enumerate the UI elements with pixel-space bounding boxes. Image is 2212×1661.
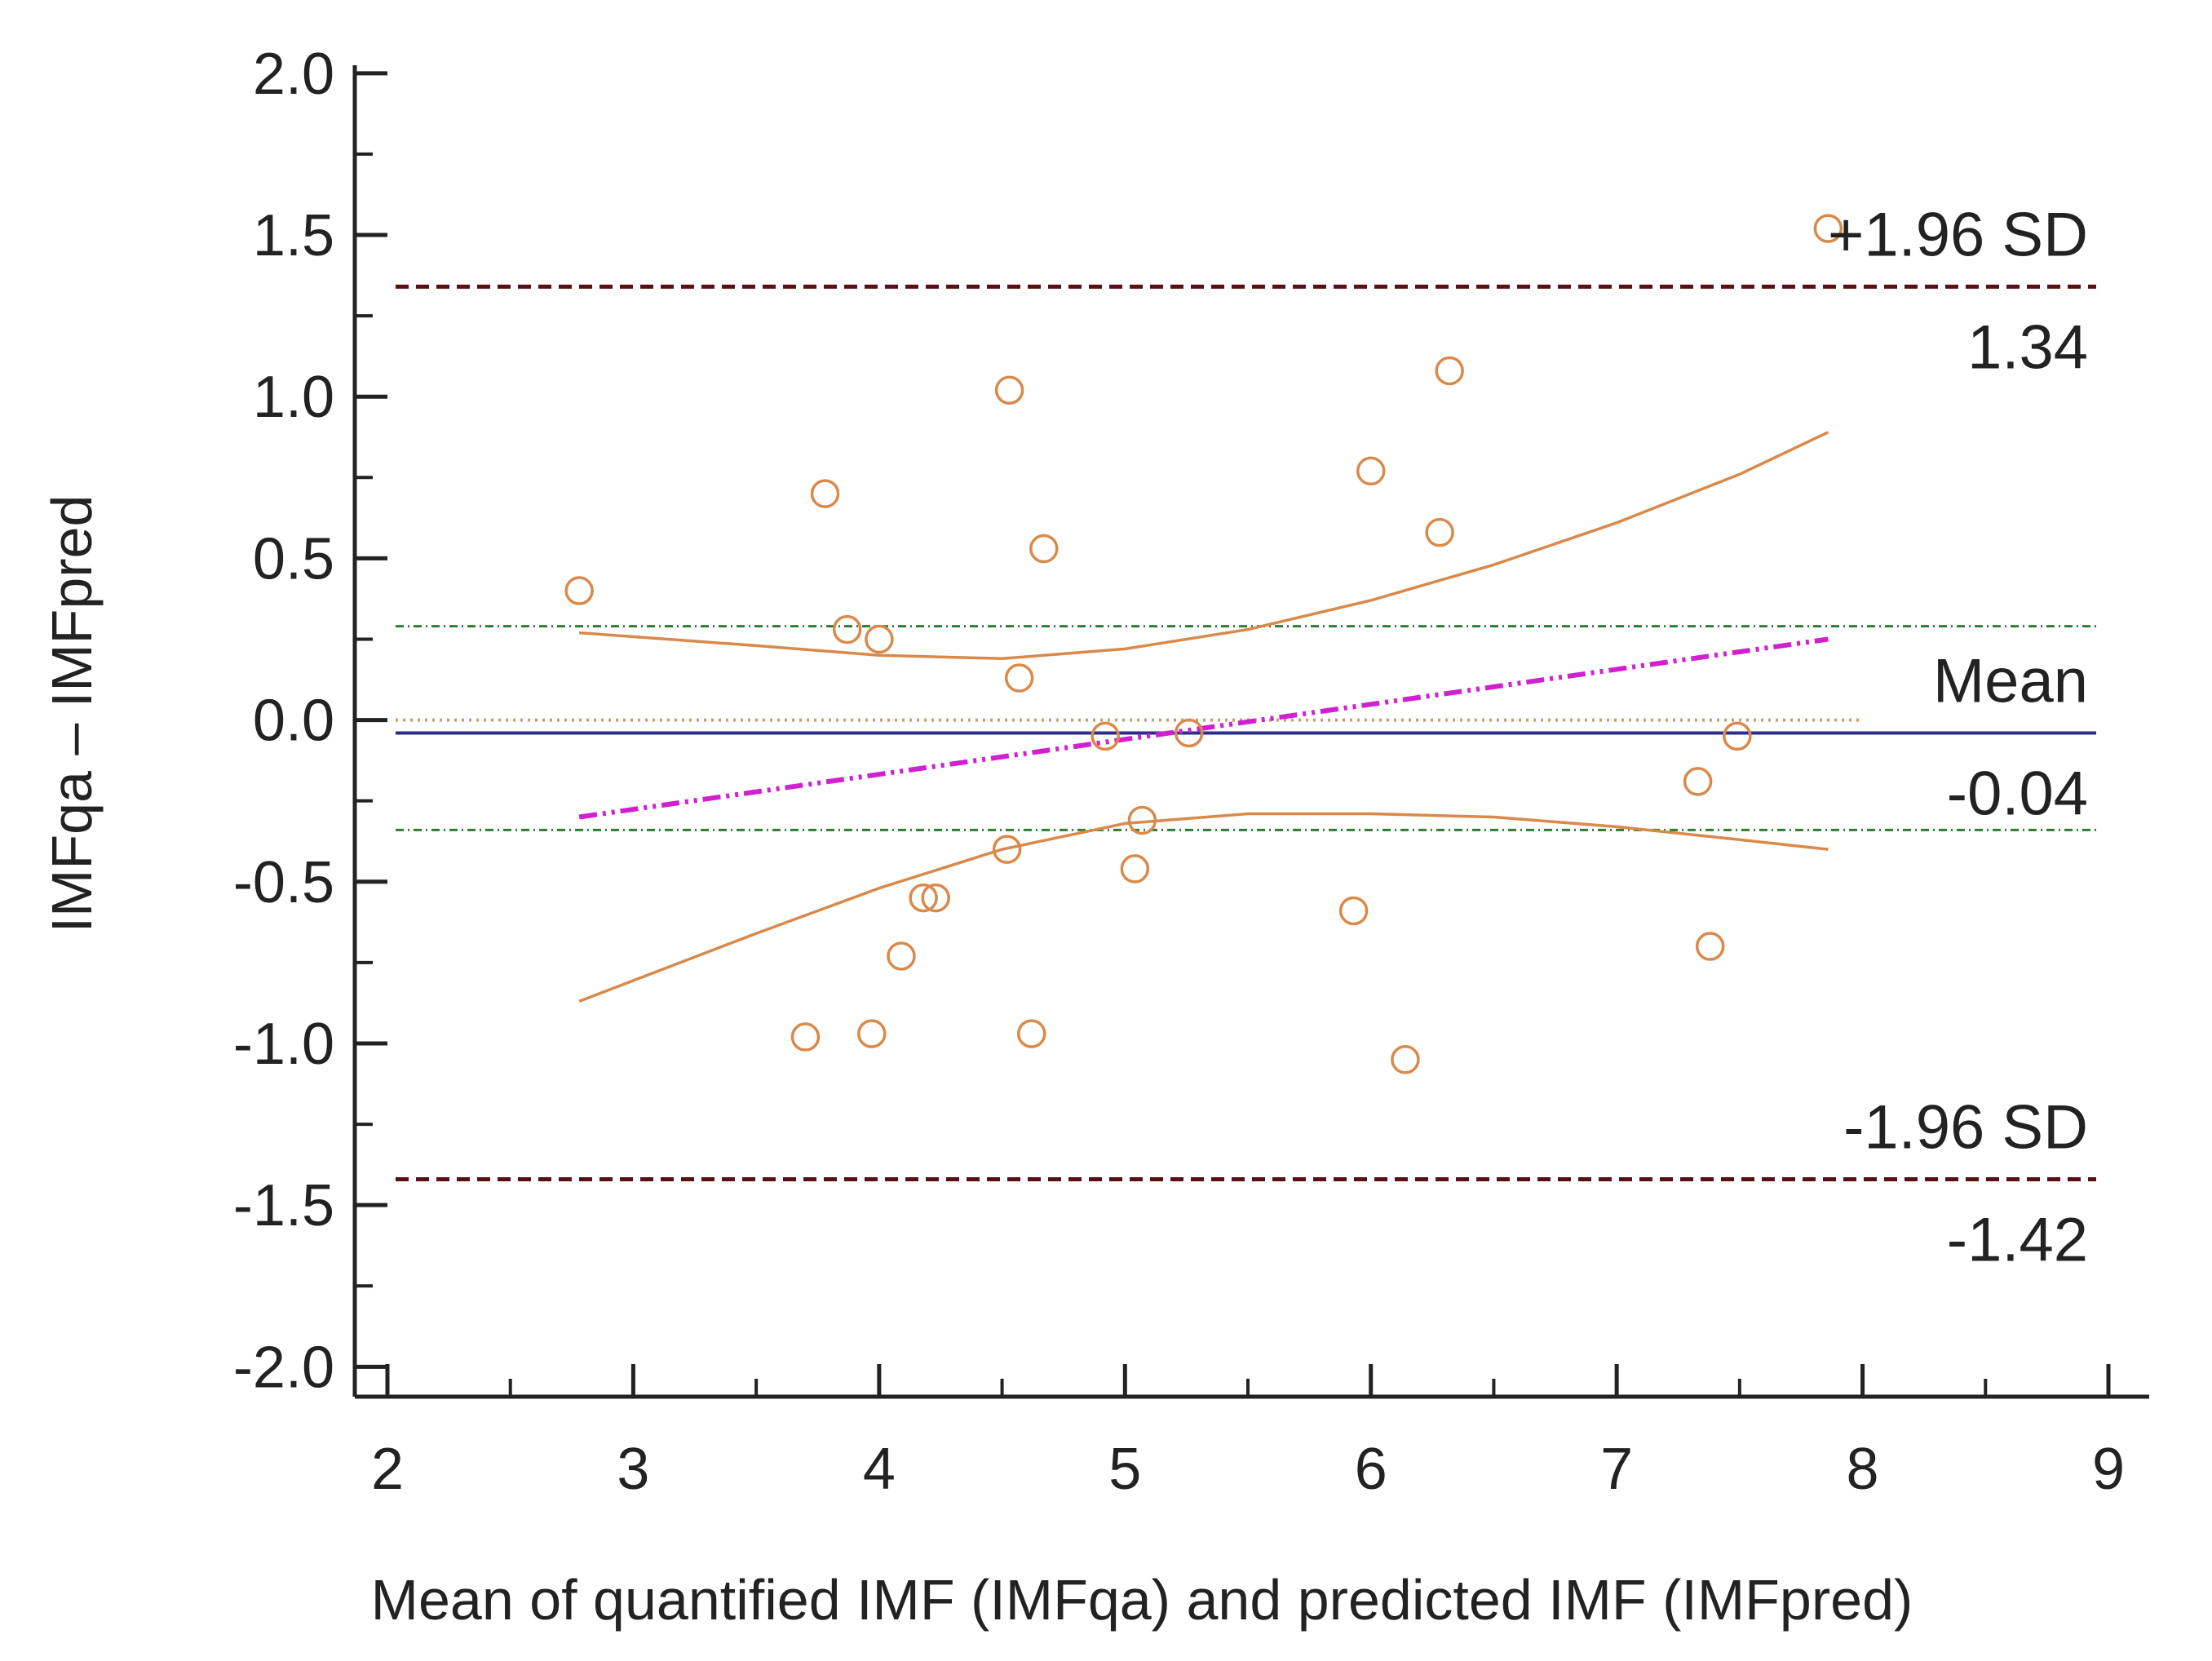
regression-line [578,636,1829,820]
x-tick-label: 6 [1355,1437,1387,1502]
data-point [1813,214,1843,243]
data-point [865,624,894,654]
reference-labels-layer: +1.96 SD 1.34 Mean -0.04 -1.96 SD -1.42 [1828,200,2088,1274]
regression-ci-lower-curve [578,812,1829,1003]
x-tick-label: 4 [863,1437,896,1502]
y-tick-label: -1.5 [233,1173,334,1238]
data-point [1425,517,1454,547]
x-tick-label: 5 [1108,1437,1141,1502]
upper-limit-label-top: +1.96 SD [1828,200,2088,269]
upper-limit-label-value: 1.34 [1967,312,2088,382]
data-point [1016,1019,1046,1048]
data-point [1723,721,1752,751]
y-tick-label: 0.0 [253,689,334,754]
y-tick-label: 0.5 [253,526,334,591]
data-point [1338,896,1369,926]
data-point [564,576,594,605]
y-axis-title: IMFqa – IMFpred [40,495,104,933]
data-point [1391,1045,1420,1074]
lower-limit-label-top: -1.96 SD [1843,1092,2088,1162]
data-point [1695,932,1725,961]
data-point [1435,356,1464,386]
data-point [921,883,950,913]
y-tick-label: 1.5 [253,203,334,268]
data-point [909,883,938,913]
reference-lines-layer [396,284,2096,1181]
regression-ci-upper-curve [578,431,1829,661]
data-point [992,835,1022,864]
data-point [1174,718,1204,748]
data-points-layer [564,214,1843,1074]
data-point [832,614,862,644]
data-point [1029,534,1059,564]
y-tick-label: -2.0 [233,1335,334,1400]
x-tick-label: 9 [2092,1437,2125,1502]
x-axis-title: Mean of quantified IMF (IMFqa) and predi… [371,1568,1913,1632]
x-tick-label: 8 [1847,1437,1879,1502]
ticks-layer: 2.0 1.5 1.0 0.5 0.0 -0.5 -1.0 -1.5 -2.0 2 3 4 5 6 7 8 9 [233,42,2125,1502]
data-point [1356,456,1386,486]
data-point [1683,767,1713,796]
x-tick-label: 3 [617,1437,649,1502]
data-point [887,941,916,971]
data-point [1091,721,1120,751]
axes-layer [352,65,2149,1399]
mean-label-value: -0.04 [1947,759,2088,828]
regression-layer [578,431,1829,1003]
data-point [1004,663,1034,693]
data-point [1120,854,1150,884]
x-tick-label: 2 [371,1437,404,1502]
mean-label-top: Mean [1933,646,2088,715]
y-tick-label: 1.0 [253,365,334,430]
data-point [810,479,840,508]
lower-limit-label-value: -1.42 [1947,1205,2088,1274]
y-tick-label: -0.5 [233,850,334,915]
x-tick-label: 7 [1600,1437,1633,1502]
data-point [994,375,1024,405]
data-point [857,1019,887,1048]
data-point [790,1022,821,1052]
y-tick-label: 2.0 [253,42,334,107]
y-tick-label: -1.0 [233,1012,334,1077]
data-point [1127,805,1157,835]
